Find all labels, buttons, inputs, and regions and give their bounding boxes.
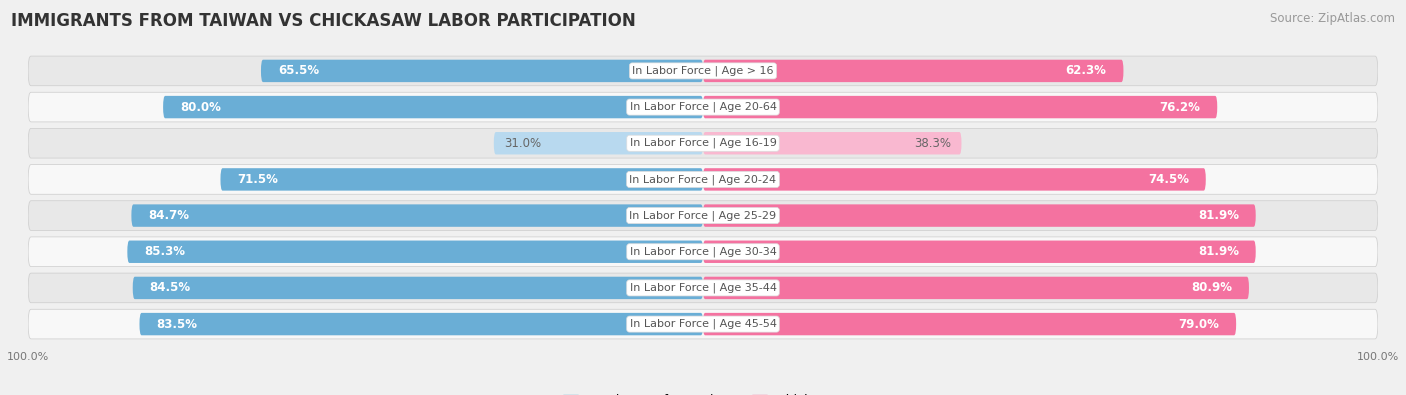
Text: 62.3%: 62.3% [1066,64,1107,77]
Text: 71.5%: 71.5% [238,173,278,186]
FancyBboxPatch shape [132,277,703,299]
Text: 80.0%: 80.0% [180,101,221,114]
Text: In Labor Force | Age 20-24: In Labor Force | Age 20-24 [630,174,776,185]
FancyBboxPatch shape [139,313,703,335]
FancyBboxPatch shape [28,201,1378,230]
Text: 85.3%: 85.3% [145,245,186,258]
FancyBboxPatch shape [262,60,703,82]
Text: 81.9%: 81.9% [1198,209,1239,222]
Text: 38.3%: 38.3% [914,137,952,150]
Text: In Labor Force | Age 25-29: In Labor Force | Age 25-29 [630,210,776,221]
Text: 76.2%: 76.2% [1160,101,1201,114]
Text: In Labor Force | Age 45-54: In Labor Force | Age 45-54 [630,319,776,329]
FancyBboxPatch shape [28,165,1378,194]
FancyBboxPatch shape [28,56,1378,86]
Legend: Immigrants from Taiwan, Chickasaw: Immigrants from Taiwan, Chickasaw [562,394,844,395]
Text: 81.9%: 81.9% [1198,245,1239,258]
Text: 31.0%: 31.0% [503,137,541,150]
FancyBboxPatch shape [703,60,1123,82]
FancyBboxPatch shape [128,241,703,263]
FancyBboxPatch shape [703,132,962,154]
FancyBboxPatch shape [28,309,1378,339]
FancyBboxPatch shape [703,204,1256,227]
FancyBboxPatch shape [703,96,1218,118]
FancyBboxPatch shape [703,313,1236,335]
FancyBboxPatch shape [163,96,703,118]
Text: 84.7%: 84.7% [148,209,190,222]
FancyBboxPatch shape [28,273,1378,303]
Text: In Labor Force | Age 30-34: In Labor Force | Age 30-34 [630,246,776,257]
Text: 79.0%: 79.0% [1178,318,1219,331]
FancyBboxPatch shape [131,204,703,227]
Text: In Labor Force | Age 16-19: In Labor Force | Age 16-19 [630,138,776,149]
Text: 80.9%: 80.9% [1191,281,1232,294]
FancyBboxPatch shape [703,241,1256,263]
Text: 83.5%: 83.5% [156,318,197,331]
Text: In Labor Force | Age > 16: In Labor Force | Age > 16 [633,66,773,76]
FancyBboxPatch shape [703,168,1206,191]
Text: Source: ZipAtlas.com: Source: ZipAtlas.com [1270,12,1395,25]
FancyBboxPatch shape [28,237,1378,267]
FancyBboxPatch shape [494,132,703,154]
Text: IMMIGRANTS FROM TAIWAN VS CHICKASAW LABOR PARTICIPATION: IMMIGRANTS FROM TAIWAN VS CHICKASAW LABO… [11,12,636,30]
FancyBboxPatch shape [703,277,1249,299]
Text: 74.5%: 74.5% [1147,173,1189,186]
FancyBboxPatch shape [221,168,703,191]
FancyBboxPatch shape [28,128,1378,158]
Text: 65.5%: 65.5% [278,64,319,77]
Text: In Labor Force | Age 35-44: In Labor Force | Age 35-44 [630,283,776,293]
FancyBboxPatch shape [28,92,1378,122]
Text: In Labor Force | Age 20-64: In Labor Force | Age 20-64 [630,102,776,112]
Text: 84.5%: 84.5% [149,281,191,294]
